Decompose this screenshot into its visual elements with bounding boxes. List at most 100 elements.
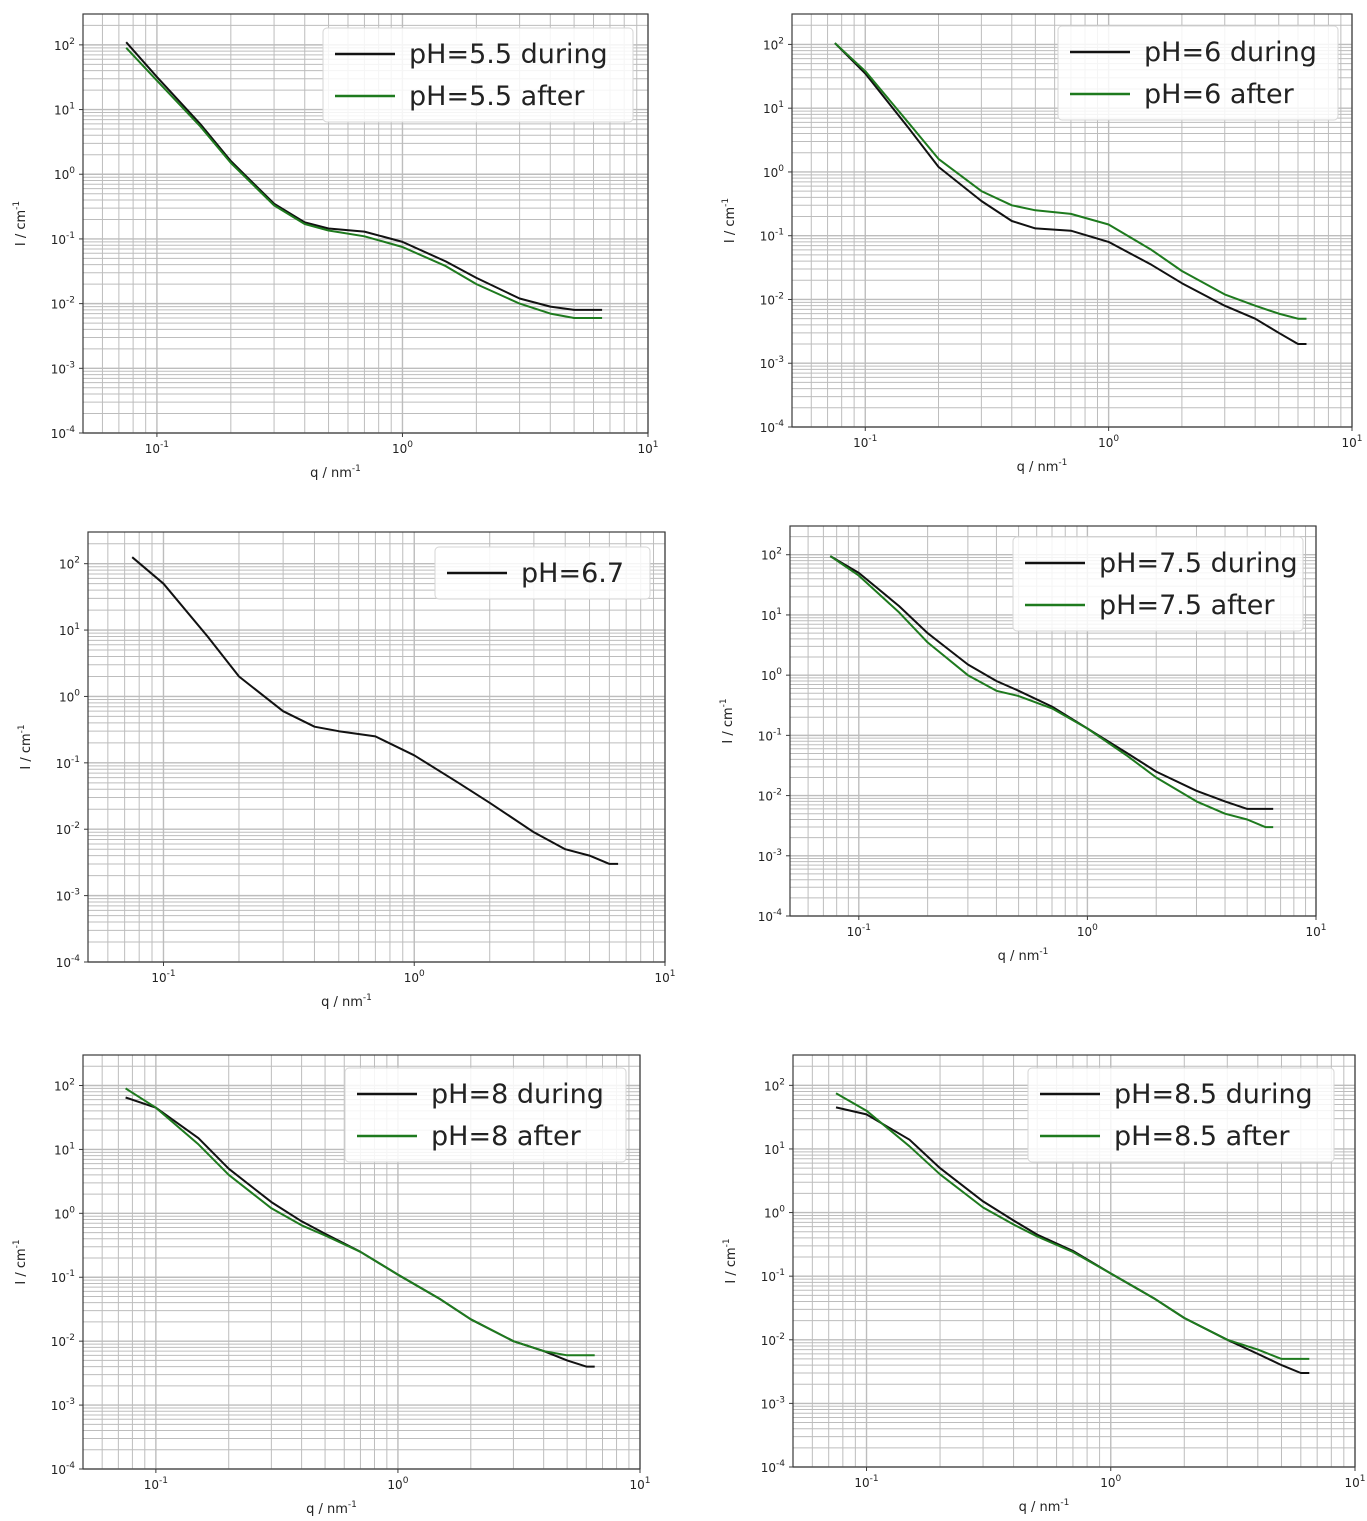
grid xyxy=(87,531,666,963)
x-tick-label: 101 xyxy=(629,1476,650,1492)
y-tick-label: 10-3 xyxy=(51,1397,75,1413)
y-tick-label: 10-2 xyxy=(761,1332,785,1348)
y-tick-label: 100 xyxy=(54,1205,75,1221)
plot-frame xyxy=(82,13,649,434)
y-tick-label: 10-1 xyxy=(56,755,80,771)
y-axis-label: I / cm-1 xyxy=(12,1239,29,1284)
chart-panel-4: 10-1 100 101 10-4 10-3 10-2 10-1 100 101 102 q / n… xyxy=(719,525,1327,964)
series-line-2 xyxy=(125,47,603,319)
x-tick-label: 100 xyxy=(387,1476,408,1492)
y-axis-label: I / cm-1 xyxy=(719,698,736,743)
y-tick-label: 100 xyxy=(59,688,80,704)
legend-label: pH=6 during xyxy=(1144,37,1317,68)
series-line-2 xyxy=(834,42,1307,320)
x-axis-label: q / nm-1 xyxy=(1017,458,1068,475)
legend: pH=6 during pH=6 after xyxy=(1057,25,1339,121)
plot-frame xyxy=(792,1054,1356,1468)
legend-box xyxy=(1027,1067,1335,1163)
y-tick-label: 10-2 xyxy=(758,788,782,804)
chart-panel-3: 10-1 100 101 10-4 10-3 10-2 10-1 100 101 102 q / n… xyxy=(17,531,676,1010)
legend-label: pH=8.5 after xyxy=(1114,1121,1290,1152)
y-tick-label: 10-4 xyxy=(51,425,76,441)
legend: pH=7.5 during pH=7.5 after xyxy=(1012,536,1304,632)
y-tick-label: 10-2 xyxy=(51,1333,75,1349)
x-tick-label: 100 xyxy=(1100,1474,1121,1490)
legend-label: pH=7.5 during xyxy=(1099,548,1298,579)
x-tick-label: 101 xyxy=(1341,434,1362,450)
y-tick-label: 10-4 xyxy=(760,419,785,435)
series-line-2 xyxy=(829,555,1274,829)
legend-box xyxy=(1012,536,1304,632)
y-tick-label: 102 xyxy=(54,1077,75,1093)
x-axis-label: q / nm-1 xyxy=(1019,1498,1070,1515)
plot-frame xyxy=(791,13,1353,428)
legend: pH=5.5 during pH=5.5 after xyxy=(322,27,634,123)
series-line-1 xyxy=(131,556,619,865)
x-tick-label: 101 xyxy=(1305,923,1326,939)
legend: pH=6.7 xyxy=(434,546,651,600)
series-line-1 xyxy=(834,42,1307,345)
legend-label: pH=8 during xyxy=(431,1079,604,1110)
legend-label: pH=6 after xyxy=(1144,79,1295,110)
plot-frame xyxy=(789,525,1317,917)
y-tick-label: 100 xyxy=(54,166,75,182)
x-axis-label: q / nm-1 xyxy=(310,464,361,481)
legend-label: pH=6.7 xyxy=(521,558,624,589)
legend: pH=8.5 during pH=8.5 after xyxy=(1027,1067,1335,1163)
y-axis-label: I / cm-1 xyxy=(17,724,34,769)
x-tick-label: 100 xyxy=(404,969,425,985)
y-tick-label: 10-3 xyxy=(51,360,75,376)
x-tick-label: 10-1 xyxy=(145,440,169,456)
y-tick-label: 10-2 xyxy=(56,821,80,837)
chart-panel-1: 10-1 100 101 10-4 10-3 10-2 10-1 100 101 102 q / n… xyxy=(12,13,659,481)
y-tick-label: 10-3 xyxy=(761,1395,785,1411)
y-tick-label: 10-1 xyxy=(758,727,782,743)
chart-panel-5: 10-1 100 101 10-4 10-3 10-2 10-1 100 101 102 q / n… xyxy=(12,1054,651,1517)
y-tick-label: 102 xyxy=(764,1077,785,1093)
y-tick-label: 101 xyxy=(764,1141,785,1157)
legend-label: pH=5.5 after xyxy=(409,81,585,112)
x-axis-label: q / nm-1 xyxy=(321,993,372,1010)
legend-box xyxy=(434,546,651,600)
x-axis-label: q / nm-1 xyxy=(998,947,1049,964)
y-tick-label: 10-4 xyxy=(51,1461,76,1477)
legend-label: pH=7.5 after xyxy=(1099,590,1275,621)
x-tick-label: 10-1 xyxy=(854,1474,878,1490)
series-line-2 xyxy=(125,1087,595,1357)
x-tick-label: 101 xyxy=(654,969,675,985)
y-tick-label: 100 xyxy=(763,164,784,180)
legend-label: pH=8.5 during xyxy=(1114,1079,1313,1110)
series-line-2 xyxy=(835,1092,1310,1360)
y-tick-label: 10-3 xyxy=(758,848,782,864)
y-tick-label: 10-4 xyxy=(56,954,81,970)
x-tick-label: 100 xyxy=(392,440,413,456)
x-tick-label: 100 xyxy=(1098,434,1119,450)
y-tick-label: 100 xyxy=(761,667,782,683)
y-tick-label: 102 xyxy=(761,547,782,563)
x-tick-label: 10-1 xyxy=(847,923,871,939)
y-tick-label: 10-1 xyxy=(760,228,784,244)
y-tick-label: 10-1 xyxy=(761,1268,785,1284)
x-tick-label: 10-1 xyxy=(144,1476,168,1492)
y-tick-label: 10-4 xyxy=(758,908,783,924)
plot-frame xyxy=(82,1054,641,1470)
y-tick-label: 10-2 xyxy=(51,296,75,312)
y-tick-label: 101 xyxy=(59,622,80,638)
x-tick-label: 10-1 xyxy=(853,434,877,450)
legend-label: pH=5.5 during xyxy=(409,39,608,70)
x-tick-label: 101 xyxy=(1344,1474,1365,1490)
x-axis-label: q / nm-1 xyxy=(306,1500,357,1517)
y-tick-label: 100 xyxy=(764,1205,785,1221)
y-tick-label: 102 xyxy=(59,556,80,572)
chart-panel-2: 10-1 100 101 10-4 10-3 10-2 10-1 100 101 102 q / n… xyxy=(721,13,1363,475)
y-tick-label: 10-3 xyxy=(56,888,80,904)
y-tick-label: 101 xyxy=(763,100,784,116)
legend-box xyxy=(322,27,634,123)
y-axis-label: I / cm-1 xyxy=(12,201,29,246)
grid xyxy=(82,1054,641,1470)
x-tick-label: 10-1 xyxy=(151,969,175,985)
y-tick-label: 101 xyxy=(761,607,782,623)
plot-frame xyxy=(87,531,666,963)
y-tick-label: 10-3 xyxy=(760,355,784,371)
